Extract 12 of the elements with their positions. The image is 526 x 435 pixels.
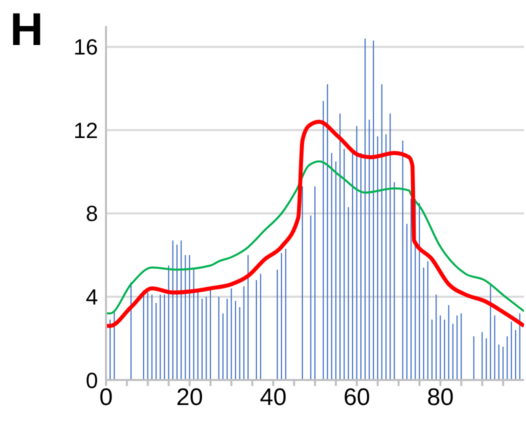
y-tick-label: 16 [74, 34, 98, 60]
x-tick-label: 40 [260, 384, 287, 412]
chart-title: H [10, 3, 44, 55]
line-series [106, 160, 524, 314]
y-tick-label: 4 [86, 284, 98, 310]
line-series [106, 120, 524, 328]
x-tick-label: 60 [343, 384, 370, 412]
y-tick-label: 8 [86, 201, 98, 226]
y-tick-label: 12 [74, 118, 98, 143]
x-tick-label: 20 [176, 384, 203, 412]
x-tick-label: 80 [427, 384, 454, 412]
y-tick-label: 0 [86, 368, 98, 393]
